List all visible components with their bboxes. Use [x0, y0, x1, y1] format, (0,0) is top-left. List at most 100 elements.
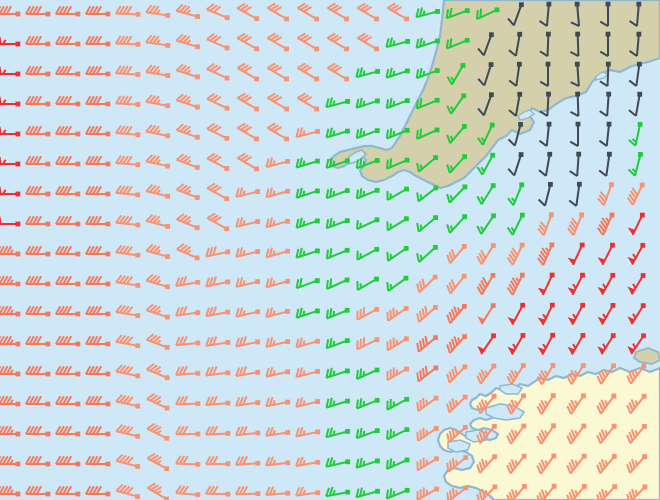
- wind-barb: [628, 121, 643, 147]
- wind-barb: [295, 277, 320, 290]
- wind-barb: [85, 185, 111, 197]
- wind-barb: [55, 215, 81, 227]
- wind-barb: [508, 31, 523, 57]
- wind-barb: [236, 32, 260, 52]
- wind-barb: [145, 243, 170, 259]
- wind-barb: [446, 304, 467, 324]
- wind-barb: [476, 122, 495, 146]
- wind-barb: [385, 67, 410, 79]
- wind-barb: [566, 423, 587, 445]
- wind-barb: [205, 276, 231, 288]
- wind-barb: [596, 454, 617, 474]
- wind-barb: [55, 155, 81, 167]
- wind-barb: [85, 335, 111, 347]
- wind-barb: [386, 306, 409, 322]
- wind-barb: [297, 2, 319, 22]
- wind-barb: [627, 303, 646, 325]
- wind-barb: [205, 455, 231, 467]
- wind-barb: [476, 363, 497, 385]
- wind-barb: [85, 125, 111, 137]
- wind-barb: [265, 396, 291, 408]
- wind-barb: [415, 127, 440, 140]
- wind-barb: [537, 302, 555, 326]
- wind-barb: [356, 306, 380, 321]
- wind-barb: [85, 215, 111, 227]
- wind-barb: [205, 485, 231, 497]
- wind-barb: [0, 455, 21, 467]
- wind-barb: [265, 337, 291, 348]
- wind-barb: [416, 215, 438, 233]
- wind-barb: [476, 484, 498, 500]
- wind-barb: [506, 363, 526, 385]
- wind-barb: [0, 66, 21, 77]
- wind-barb: [570, 31, 581, 57]
- wind-barb: [626, 484, 648, 500]
- wind-barb: [0, 5, 21, 17]
- wind-barb: [416, 335, 438, 353]
- wind-barb: [85, 395, 111, 407]
- wind-barb: [446, 244, 467, 264]
- wind-barb: [175, 276, 201, 288]
- wind-barb: [0, 395, 21, 407]
- wind-barb: [175, 153, 200, 170]
- wind-barb: [25, 245, 51, 257]
- wind-barb: [175, 485, 201, 498]
- wind-barb: [25, 425, 51, 437]
- wind-barb: [175, 365, 201, 376]
- wind-barb: [385, 127, 410, 140]
- wind-barb: [325, 247, 350, 260]
- wind-barb: [146, 392, 170, 411]
- wind-barb: [235, 485, 261, 497]
- wind-barb: [145, 124, 171, 139]
- wind-barb: [295, 157, 320, 169]
- wind-barb: [265, 277, 290, 289]
- wind-barb: [115, 155, 141, 168]
- wind-barb: [506, 212, 525, 236]
- wind-barb: [325, 157, 350, 169]
- wind-barb: [85, 5, 111, 17]
- wind-barb: [506, 393, 526, 415]
- wind-barb: [145, 154, 171, 169]
- wind-barb: [385, 157, 410, 170]
- wind-barb: [115, 394, 141, 409]
- wind-barb: [85, 485, 111, 497]
- wind-barb: [355, 397, 380, 410]
- wind-barb: [506, 453, 527, 475]
- wind-barb: [0, 335, 21, 347]
- wind-barb: [386, 216, 409, 232]
- wind-barb: [25, 125, 51, 137]
- wind-barb: [538, 121, 552, 147]
- wind-barb: [55, 5, 81, 17]
- wind-barb: [476, 243, 496, 265]
- wind-barb: [55, 455, 81, 467]
- wind-barb: [297, 92, 319, 112]
- wind-barb: [446, 485, 469, 500]
- wind-barb: [115, 274, 141, 288]
- wind-barb: [327, 2, 349, 22]
- wind-barb: [416, 185, 439, 203]
- wind-barb: [145, 94, 171, 109]
- wind-barb: [267, 32, 289, 52]
- wind-barb: [597, 303, 616, 325]
- wind-barb: [235, 217, 261, 228]
- wind-barb: [477, 303, 496, 325]
- wind-barb: [297, 32, 319, 52]
- wind-barb: [25, 305, 51, 317]
- wind-barb: [566, 363, 586, 385]
- wind-barb: [596, 212, 615, 236]
- wind-barb: [416, 426, 439, 442]
- wind-barb: [536, 393, 556, 415]
- wind-barb: [295, 187, 320, 199]
- wind-barb: [627, 212, 645, 236]
- wind-barb: [115, 364, 141, 379]
- wind-barb: [295, 426, 321, 438]
- wind-barb: [446, 364, 468, 384]
- wind-barb: [567, 242, 585, 266]
- wind-barb: [597, 182, 614, 207]
- wind-barb: [295, 456, 321, 468]
- wind-barb: [569, 121, 581, 147]
- wind-barb: [55, 35, 81, 47]
- wind-barb: [55, 305, 81, 317]
